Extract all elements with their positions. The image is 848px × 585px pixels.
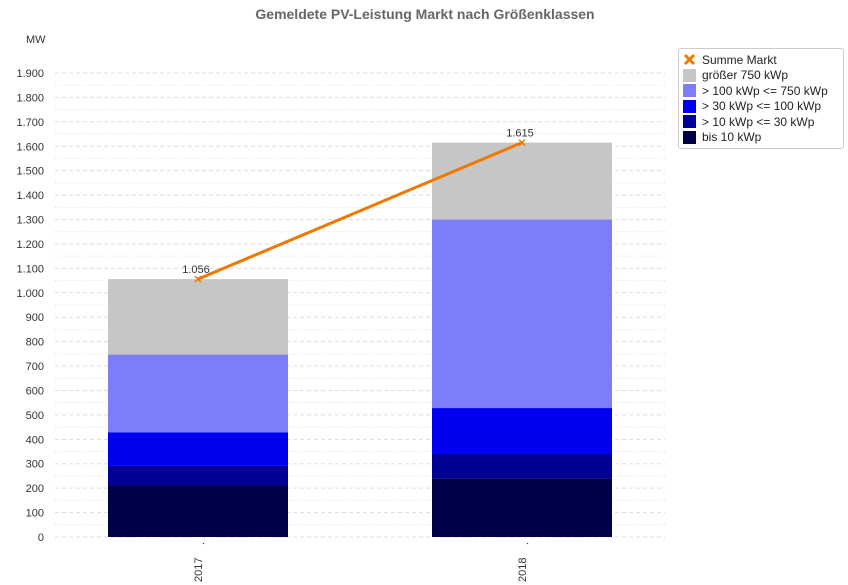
y-tick-label: 800 [26, 337, 44, 349]
y-tick-label: 0 [38, 532, 44, 544]
legend-item: bis 10 kWp [683, 130, 839, 146]
y-tick-label: 700 [26, 361, 44, 373]
y-tick-label: 500 [26, 410, 44, 422]
legend-item-summe-markt: Summe Markt [683, 52, 839, 68]
bar-segment [432, 478, 612, 537]
legend: Summe Markt größer 750 kWp > 100 kWp <= 7… [678, 48, 844, 149]
bar-segment [108, 354, 288, 433]
y-tick-label: 1.200 [16, 239, 44, 251]
legend-label: bis 10 kWp [702, 130, 762, 145]
y-tick-label: 400 [26, 434, 44, 446]
bar-segment [432, 408, 612, 454]
line-marker [194, 275, 202, 283]
legend-item: > 30 kWp <= 100 kWp [683, 99, 839, 115]
legend-swatch [683, 84, 696, 98]
y-tick-label: 1.500 [16, 166, 44, 178]
y-tick-label: 1.100 [16, 263, 44, 275]
legend-swatch [683, 115, 696, 129]
data-label: 1.615 [506, 128, 534, 140]
y-tick-label: 1.900 [16, 68, 44, 80]
summe-markt-line [197, 141, 523, 281]
legend-item: größer 750 kWp [683, 68, 839, 84]
legend-swatch [683, 99, 696, 113]
bar-segment [432, 219, 612, 409]
x-marker-icon [683, 54, 696, 66]
bar-segment [432, 142, 612, 220]
legend-item: > 10 kWp <= 30 kWp [683, 114, 839, 130]
chart-title: Gemeldete PV-Leistung Markt nach Größenk… [255, 6, 594, 22]
legend-label: > 100 kWp <= 750 kWp [702, 83, 828, 98]
y-tick-label: 100 [26, 508, 44, 520]
y-tick-label: 1.600 [16, 141, 44, 153]
legend-item: > 100 kWp <= 750 kWp [683, 83, 839, 99]
y-tick-label: 200 [26, 483, 44, 495]
legend-swatch [683, 68, 696, 82]
x-tick-label: 2017 [193, 558, 205, 582]
bar-segment [432, 453, 612, 479]
bar-segment [108, 279, 288, 355]
bar-segment [108, 465, 288, 486]
y-tick-label: 1.300 [16, 215, 44, 227]
line-marker [518, 139, 526, 147]
bar-segment [108, 485, 288, 537]
legend-label: größer 750 kWp [702, 68, 789, 83]
y-tick-label: 900 [26, 312, 44, 324]
legend-swatch [683, 130, 696, 144]
bar-segment [108, 432, 288, 466]
data-label: 1.056 [182, 264, 210, 276]
y-tick-label: 1.400 [16, 190, 44, 202]
legend-label: > 10 kWp <= 30 kWp [702, 114, 815, 129]
legend-label: Summe Markt [702, 52, 777, 67]
legend-label: > 30 kWp <= 100 kWp [702, 99, 822, 114]
y-tick-label: 600 [26, 385, 44, 397]
x-tick-label: 2018 [517, 558, 529, 582]
y-tick-label: 1.700 [16, 117, 44, 129]
x-tick-mark [202, 542, 205, 545]
y-tick-label: 300 [26, 459, 44, 471]
y-axis-label: MW [26, 34, 46, 46]
y-tick-label: 1.800 [16, 92, 44, 104]
y-tick-label: 1.000 [16, 288, 44, 300]
x-tick-mark [526, 542, 529, 545]
